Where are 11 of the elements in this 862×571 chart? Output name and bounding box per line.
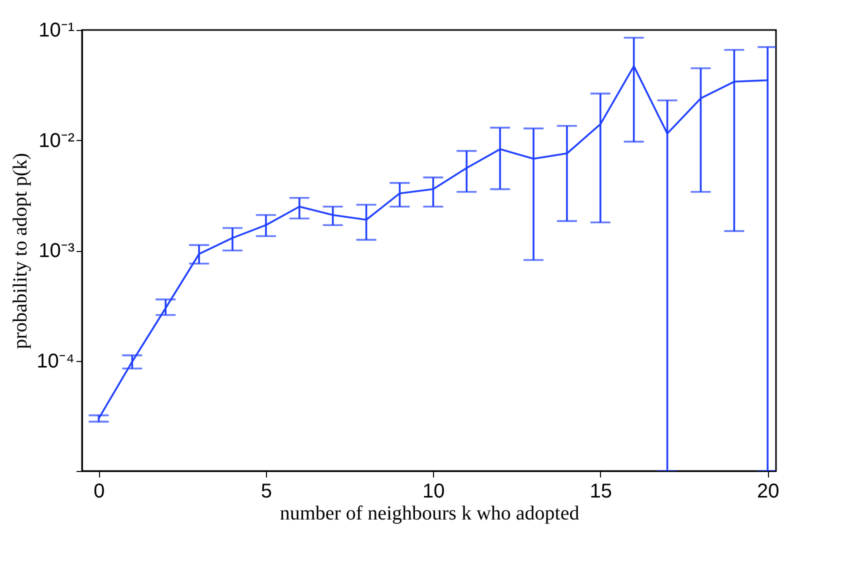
x-tick-label: 20 — [757, 480, 780, 502]
y-tick-label: 10⁻¹ — [38, 20, 75, 42]
y-tick-label: 10⁻⁴ — [36, 350, 74, 372]
x-tick-label: 5 — [260, 480, 272, 502]
x-tick-label: 15 — [590, 480, 612, 502]
y-tick-label: 10⁻² — [38, 130, 75, 152]
x-tick-label: 0 — [94, 480, 105, 502]
x-tick-label: 10 — [422, 480, 445, 502]
x-axis-title: number of neighbours k who adopted — [280, 502, 580, 524]
y-axis-title: probability to adopt p(k) — [10, 152, 32, 350]
y-tick-label: 10⁻³ — [38, 240, 75, 262]
